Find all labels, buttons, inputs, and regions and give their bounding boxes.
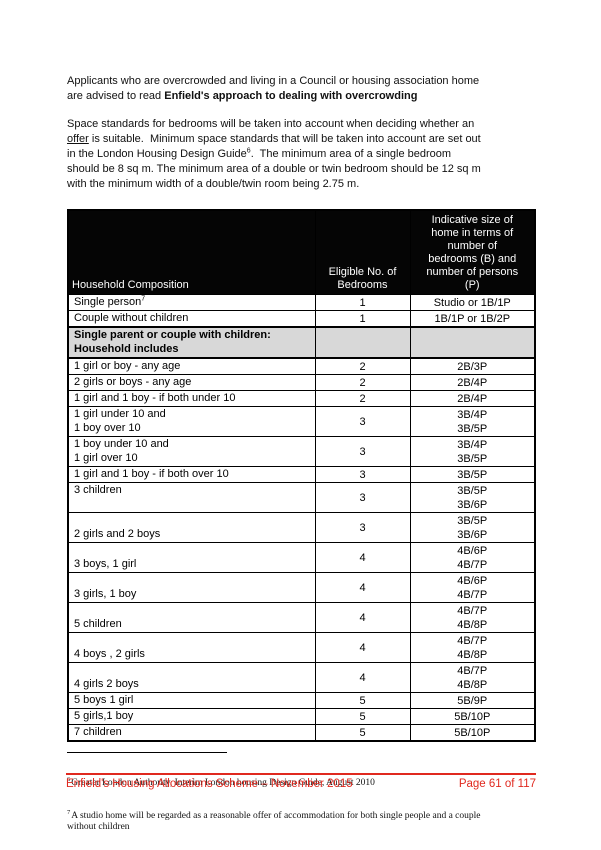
table-row: Single person7 1 Studio or 1B/1P [67, 294, 536, 311]
table-row: 5 girls,1 boy 5 5B/10P [67, 708, 536, 725]
household-composition-cell: 5 boys 1 girl [67, 692, 316, 709]
table-row: 5 children 4 4B/7P 4B/8P [67, 602, 536, 633]
footnote-7-text: A studio home will be regarded as a reas… [67, 811, 481, 832]
eligible-bedrooms-cell: 1 [314, 310, 411, 328]
indicative-size-cell: 3B/5P 3B/6P [409, 482, 536, 513]
household-composition-cell: 1 girl and 1 boy - if both under 10 [67, 390, 316, 407]
indicative-size-cell: 2B/3P [409, 357, 536, 375]
eligible-bedrooms-cell: 2 [314, 357, 411, 375]
household-composition-cell: 1 boy under 10 and 1 girl over 10 [67, 436, 316, 467]
eligible-bedrooms-cell: 4 [314, 632, 411, 663]
eligible-bedrooms-cell: 2 [314, 390, 411, 407]
document-body: Applicants who are overcrowded and livin… [67, 74, 537, 742]
household-composition-cell: 5 children [67, 602, 316, 633]
eligible-bedrooms-cell: 3 [314, 436, 411, 467]
table-row: 1 girl or boy - any age 2 2B/3P [67, 357, 536, 375]
footnote-separator [67, 752, 227, 753]
indicative-size-cell: Studio or 1B/1P [409, 294, 536, 311]
table-row: 3 girls, 1 boy 4 4B/6P 4B/7P [67, 572, 536, 603]
indicative-size-cell: 3B/4P 3B/5P [409, 436, 536, 467]
indicative-size-cell: 3B/5P [409, 466, 536, 483]
table-row: 2 girls or boys - any age 2 2B/4P [67, 374, 536, 391]
header-household-composition: Household Composition [67, 209, 316, 295]
indicative-size-cell: 5B/10P [409, 724, 536, 742]
eligible-bedrooms-cell: 4 [314, 572, 411, 603]
eligible-bedrooms-cell: 4 [314, 602, 411, 633]
table-row: 1 girl under 10 and 1 boy over 10 3 3B/4P 3B… [67, 406, 536, 437]
table-header: Household Composition Eligible No. of Bed… [67, 209, 536, 295]
table-row: Couple without children 1 1B/1P or 1B/2P [67, 310, 536, 328]
household-composition-cell: Single parent or couple with children: Ho… [67, 326, 316, 359]
indicative-size-cell: 5B/9P [409, 692, 536, 709]
indicative-size-cell: 4B/7P 4B/8P [409, 602, 536, 633]
eligible-bedrooms-cell: 2 [314, 374, 411, 391]
eligible-bedrooms-cell: 3 [314, 512, 411, 543]
footer-document-title: Enfield's Housing Allocations Scheme – N… [66, 778, 353, 790]
eligible-bedrooms-cell: 3 [314, 482, 411, 513]
footnote-7-marker: 7 [67, 808, 71, 816]
eligible-bedrooms-cell: 5 [314, 692, 411, 709]
eligible-bedrooms-cell: 3 [314, 406, 411, 437]
footnote-6-text: Greater London Authority, Interim London… [71, 778, 375, 788]
table-row: 3 boys, 1 girl 4 4B/6P 4B/7P [67, 542, 536, 573]
household-composition-cell: 1 girl or boy - any age [67, 357, 316, 375]
household-composition-table: Household Composition Eligible No. of Bed… [67, 209, 536, 742]
footer-page-number: Page 61 of 117 [458, 778, 536, 790]
indicative-size-cell [409, 326, 536, 359]
household-composition-cell: 4 boys , 2 girls [67, 632, 316, 663]
household-composition-cell: Couple without children [67, 310, 316, 328]
household-composition-cell: 3 children [67, 482, 316, 513]
table-body: Single person7 1 Studio or 1B/1P Couple wit… [67, 294, 536, 742]
indicative-size-cell: 3B/4P 3B/5P [409, 406, 536, 437]
indicative-size-cell: 2B/4P [409, 390, 536, 407]
household-composition-cell: 3 girls, 1 boy [67, 572, 316, 603]
household-composition-cell: 5 girls,1 boy [67, 708, 316, 725]
household-composition-cell: 7 children [67, 724, 316, 742]
table-row: 1 girl and 1 boy - if both over 10 3 3B/5P [67, 466, 536, 483]
page-footer: Enfield's Housing Allocations Scheme – N… [66, 773, 536, 791]
footnote-7: 7A studio home will be regarded as a rea… [67, 808, 537, 833]
household-composition-cell: Single person7 [67, 294, 316, 311]
table-header-row: Household Composition Eligible No. of Bed… [67, 209, 536, 295]
eligible-bedrooms-cell: 4 [314, 542, 411, 573]
eligible-bedrooms-cell [314, 326, 411, 359]
intro-paragraph-space-standards: Space standards for bedrooms will be tak… [67, 118, 481, 190]
indicative-size-cell: 4B/7P 4B/8P [409, 662, 536, 693]
table-row: 4 girls 2 boys 4 4B/7P 4B/8P [67, 662, 536, 693]
intro-paragraph-overcrowding: Applicants who are overcrowded and livin… [67, 75, 480, 102]
indicative-size-cell: 4B/6P 4B/7P [409, 572, 536, 603]
footnotes-block: 6Greater London Authority, Interim Londo… [67, 730, 537, 850]
footnote-6-marker: 6 [67, 775, 71, 783]
household-composition-cell: 2 girls and 2 boys [67, 512, 316, 543]
eligible-bedrooms-cell: 3 [314, 466, 411, 483]
table-row: 1 girl and 1 boy - if both under 10 2 2B/4… [67, 390, 536, 407]
header-eligible-bedrooms: Eligible No. of Bedrooms [314, 209, 411, 295]
table-row: 7 children 5 5B/10P [67, 724, 536, 742]
table-row: 4 boys , 2 girls 4 4B/7P 4B/8P [67, 632, 536, 663]
table-row: 1 boy under 10 and 1 girl over 10 3 3B/4P 3B… [67, 436, 536, 467]
household-composition-cell: 1 girl under 10 and 1 boy over 10 [67, 406, 316, 437]
household-composition-cell: 1 girl and 1 boy - if both over 10 [67, 466, 316, 483]
indicative-size-cell: 3B/5P 3B/6P [409, 512, 536, 543]
footnote-6: 6Greater London Authority, Interim Londo… [67, 775, 537, 789]
header-indicative-size: Indicative size of home in terms of number… [409, 209, 536, 295]
eligible-bedrooms-cell: 5 [314, 708, 411, 725]
table-section-row: Single parent or couple with children: Ho… [67, 326, 536, 359]
indicative-size-cell: 5B/10P [409, 708, 536, 725]
indicative-size-cell: 4B/6P 4B/7P [409, 542, 536, 573]
table-row: 2 girls and 2 boys 3 3B/5P 3B/6P [67, 512, 536, 543]
household-composition-cell: 4 girls 2 boys [67, 662, 316, 693]
eligible-bedrooms-cell: 4 [314, 662, 411, 693]
table-row: 5 boys 1 girl 5 5B/9P [67, 692, 536, 709]
table-row: 3 children 3 3B/5P 3B/6P [67, 482, 536, 513]
indicative-size-cell: 4B/7P 4B/8P [409, 632, 536, 663]
eligible-bedrooms-cell: 1 [314, 294, 411, 311]
household-composition-cell: 2 girls or boys - any age [67, 374, 316, 391]
indicative-size-cell: 1B/1P or 1B/2P [409, 310, 536, 328]
household-composition-cell: 3 boys, 1 girl [67, 542, 316, 573]
indicative-size-cell: 2B/4P [409, 374, 536, 391]
